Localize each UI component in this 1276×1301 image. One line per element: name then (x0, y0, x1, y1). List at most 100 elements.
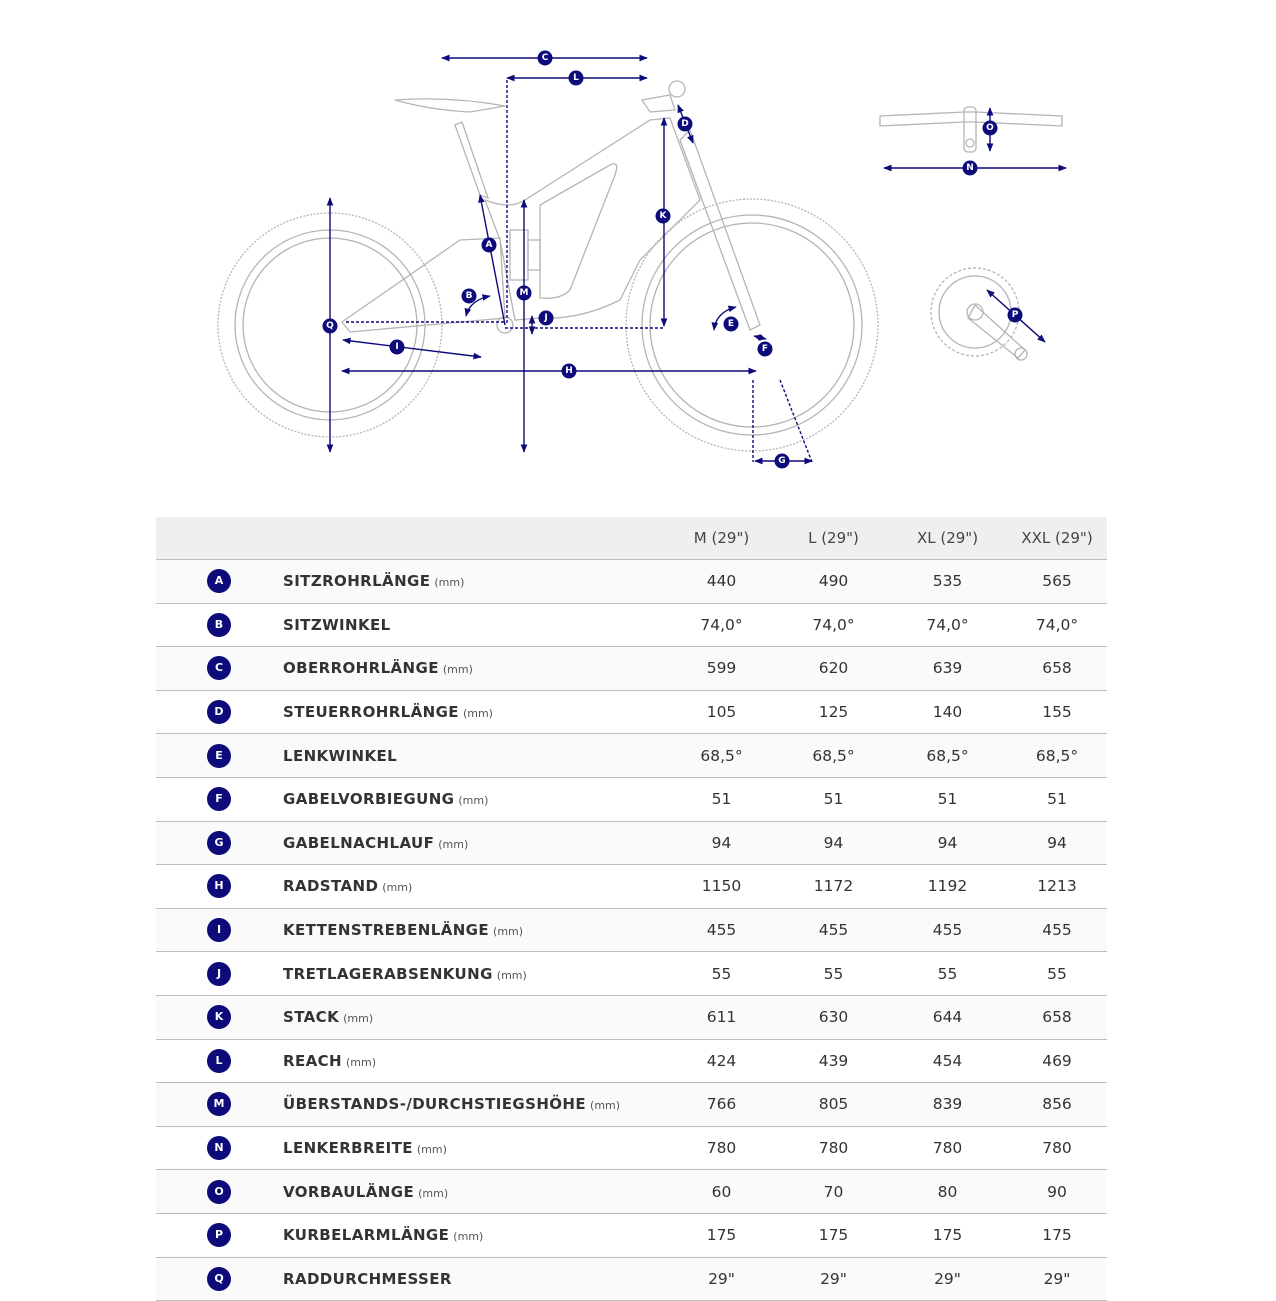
value-cell: 51 (664, 777, 779, 822)
badge-cell: B (156, 603, 282, 648)
diagram-label-i: I (389, 339, 405, 355)
value-cell: 140 (888, 690, 1007, 735)
dimension-lines (326, 54, 1067, 465)
value-cell: 1150 (664, 864, 779, 909)
table-row: H RADSTAND (mm) 1150 1172 1192 1213 (156, 864, 1107, 909)
value-cell: 74,0° (1007, 603, 1107, 648)
dimension-name-cell: STACK (mm) (282, 995, 664, 1040)
dimension-badge: M (207, 1092, 231, 1117)
table-row: G GABELNACHLAUF (mm) 94 94 94 94 (156, 821, 1107, 866)
column-header-xxl: XXL (29") (1007, 517, 1107, 560)
dimension-name-cell: LENKWINKEL (282, 733, 664, 778)
dimension-name: KETTENSTREBENLÄNGE (283, 921, 490, 940)
table-row: B SITZWINKEL 74,0° 74,0° 74,0° 74,0° (156, 603, 1107, 648)
value-cell: 639 (888, 646, 1007, 691)
dimension-unit: (mm) (458, 794, 489, 808)
svg-text:A: A (486, 240, 493, 250)
diagram-label-o: O (982, 120, 998, 136)
dimension-name: VORBAULÄNGE (283, 1182, 415, 1201)
dimension-unit: (mm) (496, 968, 527, 982)
value-cell: 29" (779, 1257, 888, 1301)
dimension-name: KURBELARMLÄNGE (283, 1226, 450, 1245)
value-cell: 175 (664, 1213, 779, 1258)
dimension-name: SITZROHRLÄNGE (283, 572, 431, 591)
value-cell: 74,0° (664, 603, 779, 648)
value-cell: 658 (1007, 995, 1107, 1040)
svg-text:I: I (395, 342, 398, 352)
svg-text:C: C (542, 53, 549, 63)
badge-cell: A (156, 559, 282, 604)
badge-cell: E (156, 733, 282, 778)
badge-cell: C (156, 646, 282, 691)
dimension-unit: (mm) (590, 1099, 621, 1113)
value-cell: 94 (779, 821, 888, 866)
value-cell: 94 (888, 821, 1007, 866)
diagram-label-b: B (461, 288, 477, 304)
value-cell: 839 (888, 1082, 1007, 1127)
value-cell: 780 (1007, 1126, 1107, 1171)
value-cell: 455 (779, 908, 888, 953)
badge-cell: P (156, 1213, 282, 1258)
diagram-label-l: L (568, 70, 584, 86)
svg-text:E: E (728, 319, 734, 329)
dimension-name-cell: RADDURCHMESSER (282, 1257, 664, 1301)
value-cell: 658 (1007, 646, 1107, 691)
value-cell: 455 (664, 908, 779, 953)
bike-outline (217, 80, 1063, 452)
value-cell: 644 (888, 995, 1007, 1040)
diagram-label-k: K (655, 208, 671, 224)
dimension-badge: P (207, 1223, 231, 1248)
value-cell: 68,5° (888, 733, 1007, 778)
diagram-label-q: Q (322, 318, 338, 334)
dimension-name: REACH (283, 1051, 342, 1070)
value-cell: 68,5° (1007, 733, 1107, 778)
value-cell: 29" (888, 1257, 1007, 1301)
value-cell: 155 (1007, 690, 1107, 735)
svg-text:O: O (986, 123, 994, 133)
table-row: I KETTENSTREBENLÄNGE (mm) 455 455 455 455 (156, 908, 1107, 953)
badge-cell: F (156, 777, 282, 822)
dimension-unit: (mm) (343, 1012, 374, 1026)
dimension-name: SITZWINKEL (283, 615, 391, 634)
value-cell: 105 (664, 690, 779, 735)
dimension-badge: J (207, 961, 231, 986)
value-cell: 424 (664, 1039, 779, 1084)
dimension-name: GABELVORBIEGUNG (283, 790, 455, 809)
dimension-badge: E (207, 743, 231, 768)
column-header-xl: XL (29") (888, 517, 1007, 560)
dimension-name: STEUERROHRLÄNGE (283, 703, 459, 722)
value-cell: 74,0° (888, 603, 1007, 648)
diagram-label-n: N (962, 160, 978, 176)
value-cell: 440 (664, 559, 779, 604)
dimension-name: GABELNACHLAUF (283, 833, 435, 852)
badge-cell: M (156, 1082, 282, 1127)
svg-text:F: F (762, 344, 768, 354)
value-cell: 766 (664, 1082, 779, 1127)
svg-text:N: N (966, 163, 974, 173)
dimension-name-cell: VORBAULÄNGE (mm) (282, 1169, 664, 1214)
value-cell: 29" (664, 1257, 779, 1301)
value-cell: 51 (779, 777, 888, 822)
dimension-name-cell: SITZWINKEL (282, 603, 664, 648)
value-cell: 175 (1007, 1213, 1107, 1258)
value-cell: 439 (779, 1039, 888, 1084)
value-cell: 455 (1007, 908, 1107, 953)
diagram-label-j: J (538, 310, 554, 326)
dimension-unit: (mm) (434, 576, 465, 590)
dimension-unit: (mm) (418, 1186, 449, 1200)
dimension-badge: C (207, 656, 231, 681)
table-row: F GABELVORBIEGUNG (mm) 51 51 51 51 (156, 777, 1107, 822)
value-cell: 80 (888, 1169, 1007, 1214)
badge-cell: O (156, 1169, 282, 1214)
diagram-label-a: A (481, 237, 497, 253)
dimension-badge: G (207, 830, 231, 855)
table-row: Q RADDURCHMESSER 29" 29" 29" 29" (156, 1257, 1107, 1301)
dimension-badge: A (207, 569, 231, 594)
dimension-name-cell: ÜBERSTANDS-/DURCHSTIEGSHÖHE (mm) (282, 1082, 664, 1127)
value-cell: 90 (1007, 1169, 1107, 1214)
dimension-badge: Q (207, 1266, 231, 1291)
dimension-badge: I (207, 918, 231, 943)
dimension-unit: (mm) (438, 837, 469, 851)
badge-cell: K (156, 995, 282, 1040)
dimension-name: RADSTAND (283, 877, 379, 896)
